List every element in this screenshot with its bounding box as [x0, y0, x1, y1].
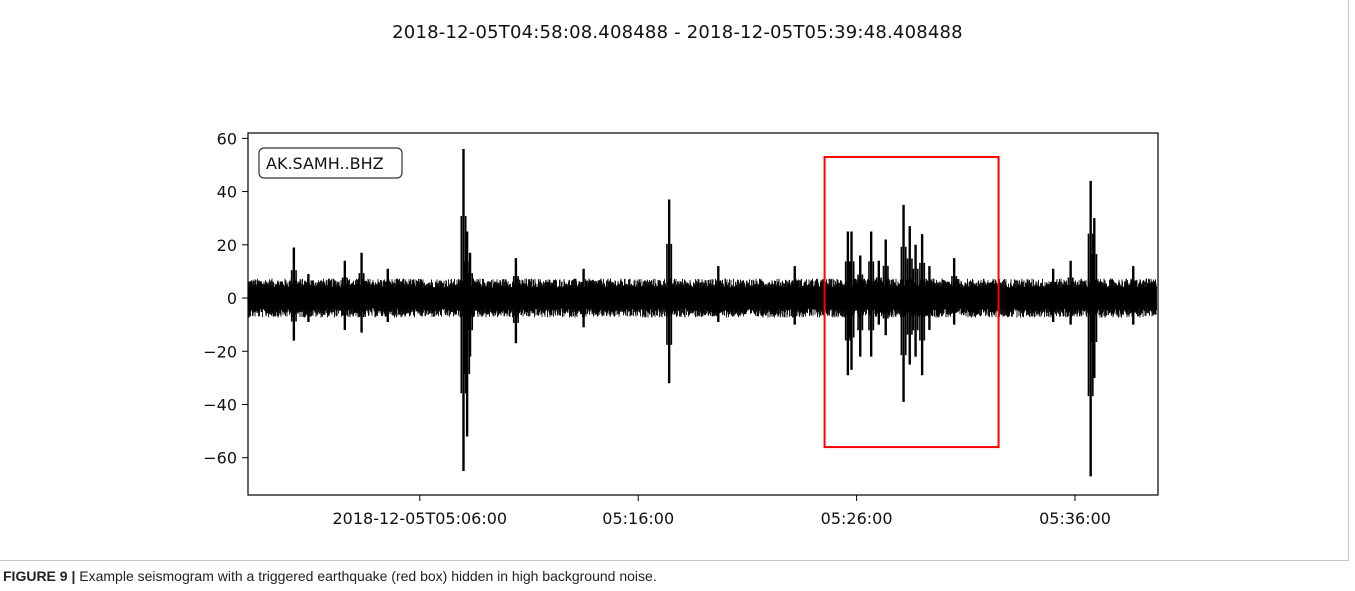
y-tick-label: −60 — [203, 449, 237, 468]
y-tick-label: −20 — [203, 342, 237, 361]
station-label-box: AK.SAMH..BHZ — [258, 147, 403, 179]
y-tick-label: 60 — [217, 129, 237, 148]
y-tick-label: 0 — [227, 289, 237, 308]
earthquake-highlight-box — [823, 155, 1000, 449]
seismogram-plot: 60 40 20 0 −20 −40 −60 2018-12-05T05:06:00 05:1… — [203, 129, 1159, 528]
seismogram-trace — [248, 148, 1157, 477]
y-tick-label: −40 — [203, 396, 237, 415]
x-tick-label: 05:16:00 — [602, 509, 674, 528]
y-tick-label: 20 — [217, 236, 237, 255]
y-tick-label: 40 — [217, 183, 237, 202]
trace-background-noise — [248, 278, 1157, 318]
caption-text: Example seismogram with a triggered eart… — [75, 568, 657, 584]
axes-frame — [247, 132, 1159, 496]
x-tick-label: 2018-12-05T05:06:00 — [332, 509, 507, 528]
x-axis-ticks: 2018-12-05T05:06:00 05:16:00 05:26:00 05:36… — [332, 495, 1111, 528]
station-label: AK.SAMH..BHZ — [266, 154, 384, 173]
caption-label: FIGURE 9 | — [3, 568, 76, 584]
figure-frame — [0, 0, 1349, 561]
y-axis-ticks: 60 40 20 0 −20 −40 −60 — [203, 129, 248, 468]
figure-title: 2018-12-05T04:58:08.408488 - 2018-12-05T… — [392, 22, 963, 43]
x-tick-label: 05:36:00 — [1039, 509, 1111, 528]
x-tick-label: 05:26:00 — [821, 509, 893, 528]
figure-caption: FIGURE 9 | Example seismogram with a tri… — [3, 568, 1353, 584]
